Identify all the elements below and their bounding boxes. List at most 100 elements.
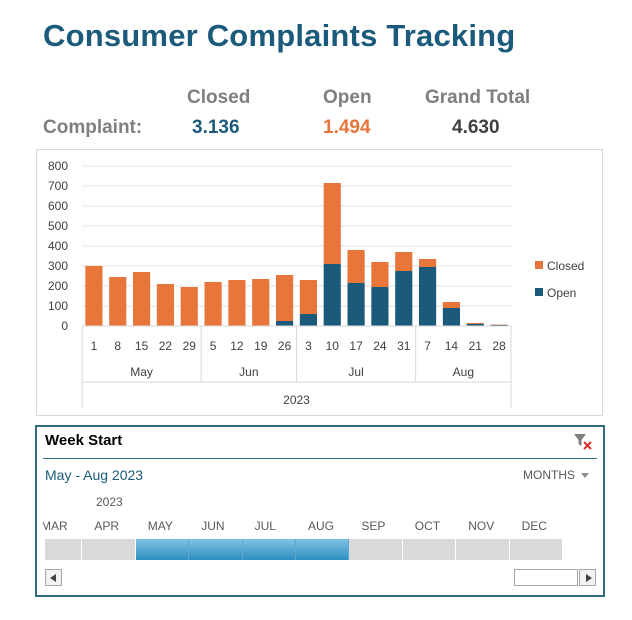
bar-open xyxy=(442,308,460,326)
timeline-month-label: MAY xyxy=(147,519,173,533)
legend-label: Closed xyxy=(547,259,584,273)
timeline-month-label: JUN xyxy=(201,519,225,533)
y-tick-label: 400 xyxy=(48,239,68,253)
bar-open xyxy=(371,287,389,326)
bar-closed xyxy=(156,284,174,326)
legend-swatch xyxy=(535,288,543,296)
grand-total-value: 4.630 xyxy=(452,117,500,138)
timeline-month-label: JUL xyxy=(254,519,276,533)
y-tick-label: 700 xyxy=(48,179,68,193)
timeline-month-cell[interactable] xyxy=(45,539,83,560)
month-group-label: Jul xyxy=(348,365,363,379)
month-group-label: May xyxy=(130,365,153,379)
timeline-month-labels: MAR APR MAY JUN JUL AUG SEP OCT NOV DEC xyxy=(43,519,578,533)
timeline-month-cell[interactable] xyxy=(456,539,510,560)
timeline-month-label: DEC xyxy=(521,519,547,533)
bar-open xyxy=(299,314,317,326)
y-tick-label: 300 xyxy=(48,259,68,273)
bar-closed xyxy=(371,262,389,287)
timeline-scrollbar[interactable] xyxy=(45,569,596,586)
grand-total-header: Grand Total xyxy=(425,87,531,108)
bar-closed xyxy=(204,282,222,326)
bar-open xyxy=(466,324,484,326)
bar-closed xyxy=(395,252,413,271)
bar-closed xyxy=(419,259,437,267)
scroll-left-button[interactable] xyxy=(45,569,62,586)
bar-closed xyxy=(133,272,151,326)
bar-open xyxy=(276,321,294,326)
x-tick-label: 5 xyxy=(210,339,217,353)
x-tick-label: 14 xyxy=(445,339,459,353)
closed-value: 3.136 xyxy=(192,117,240,138)
year-group-label: 2023 xyxy=(283,393,310,407)
timeline-month-label: NOV xyxy=(468,519,495,533)
page-title: Consumer Complaints Tracking xyxy=(43,18,516,53)
y-tick-label: 800 xyxy=(48,159,68,173)
bar-closed xyxy=(180,287,198,326)
bar-open xyxy=(395,271,413,326)
bar-closed xyxy=(109,277,127,326)
scroll-thumb[interactable] xyxy=(514,569,578,586)
timeline-year-label: 2023 xyxy=(96,495,123,509)
bar-closed xyxy=(466,323,484,324)
period-level-dropdown[interactable]: MONTHS xyxy=(523,468,589,482)
timeline-month-cell[interactable] xyxy=(242,539,296,560)
complaints-chart[interactable]: 0 100 200 300 400 500 600 700 800 1 8 15 22 29 5 12 19 26… xyxy=(36,149,603,416)
timeline-month-label: AUG xyxy=(308,519,335,533)
bar-closed xyxy=(276,275,294,321)
bar-closed xyxy=(228,280,246,326)
x-tick-label: 22 xyxy=(159,339,173,353)
slicer-title: Week Start xyxy=(45,432,123,449)
bar-closed xyxy=(442,302,460,308)
x-tick-label: 21 xyxy=(469,339,483,353)
arrow-right-icon xyxy=(586,574,592,582)
arrow-left-icon xyxy=(50,574,56,582)
timeline-month-cell[interactable] xyxy=(189,539,243,560)
timeline-month-cell[interactable] xyxy=(349,539,403,560)
timeline-month-label: APR xyxy=(94,519,120,533)
x-tick-label: 15 xyxy=(135,339,149,353)
x-tick-label: 3 xyxy=(305,339,312,353)
y-tick-label: 100 xyxy=(48,299,68,313)
bar-closed xyxy=(347,250,365,283)
bar-open xyxy=(323,264,341,326)
bar-closed xyxy=(323,183,341,264)
x-tick-label: 12 xyxy=(230,339,244,353)
week-start-slicer[interactable]: Week Start May - Aug 2023 MONTHS 2023 MA… xyxy=(35,425,605,597)
bar-closed xyxy=(85,266,103,326)
clear-filter-icon[interactable] xyxy=(573,433,593,451)
y-tick-label: 0 xyxy=(61,319,68,333)
bar-open xyxy=(347,283,365,326)
x-tick-label: 28 xyxy=(492,339,506,353)
x-tick-label: 31 xyxy=(397,339,411,353)
bar-open xyxy=(419,267,437,326)
bar-closed xyxy=(299,280,317,314)
chart-svg: 0 100 200 300 400 500 600 700 800 1 8 15 22 29 5 12 19 26… xyxy=(48,159,584,408)
y-tick-label: 200 xyxy=(48,279,68,293)
scroll-right-button[interactable] xyxy=(579,569,596,586)
timeline-month-cell[interactable] xyxy=(509,539,563,560)
timeline-month-cell[interactable] xyxy=(402,539,457,560)
x-tick-label: 8 xyxy=(114,339,121,353)
y-tick-label: 600 xyxy=(48,199,68,213)
legend-label: Open xyxy=(547,286,576,300)
timeline-month-cell[interactable] xyxy=(296,539,350,560)
complaint-row-label: Complaint: xyxy=(43,117,143,138)
open-header: Open xyxy=(323,87,372,108)
slicer-divider xyxy=(43,458,597,459)
period-level-label: MONTHS xyxy=(523,468,575,482)
x-tick-label: 19 xyxy=(254,339,268,353)
selected-range-label: May - Aug 2023 xyxy=(45,467,144,483)
closed-header: Closed xyxy=(187,87,251,108)
month-group-label: Jun xyxy=(239,365,258,379)
x-tick-label: 24 xyxy=(373,339,387,353)
x-tick-label: 10 xyxy=(326,339,340,353)
timeline-month-cell[interactable] xyxy=(82,539,136,560)
timeline-month-cell[interactable] xyxy=(135,539,190,560)
y-tick-label: 500 xyxy=(48,219,68,233)
timeline-bar[interactable] xyxy=(45,539,578,560)
timeline-month-label: OCT xyxy=(414,519,441,533)
x-tick-label: 17 xyxy=(349,339,363,353)
x-tick-label: 1 xyxy=(91,339,98,353)
timeline-month-label: MAR xyxy=(43,519,68,533)
